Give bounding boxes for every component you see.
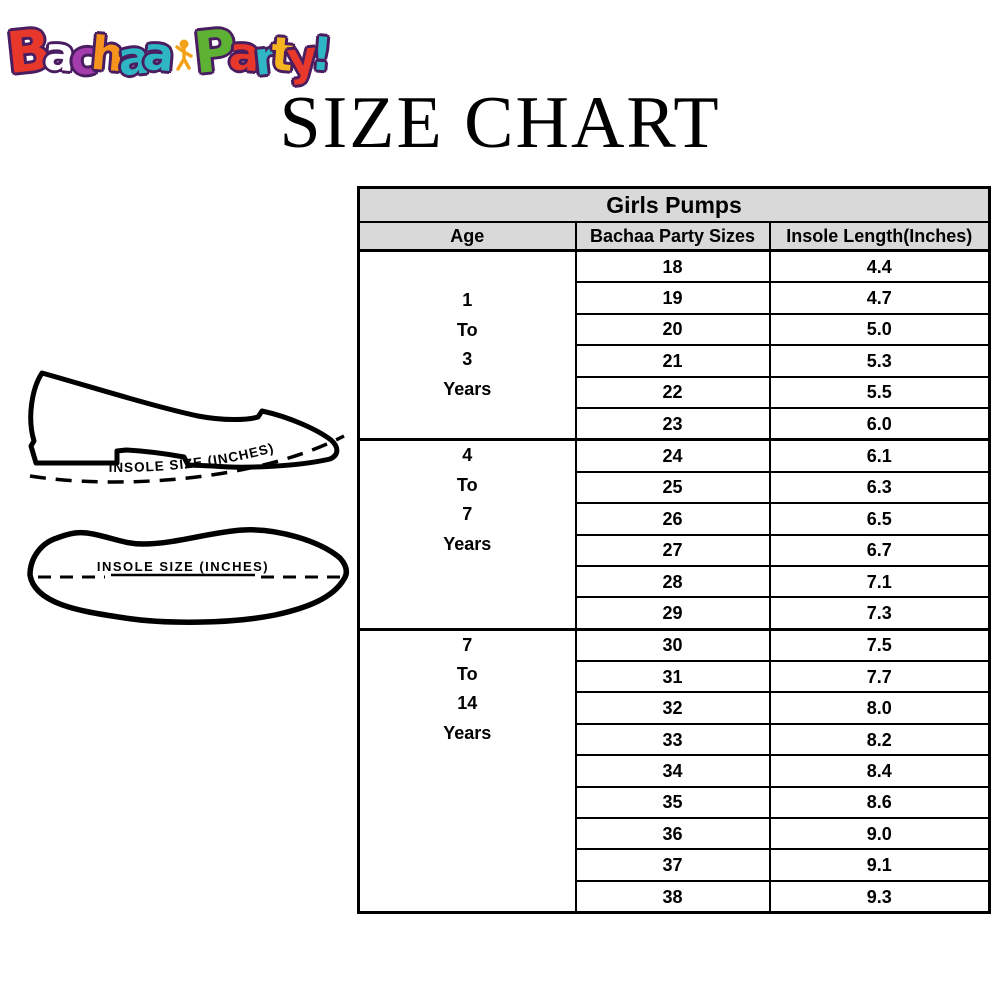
table-row: 21 5.3 <box>359 344 991 378</box>
table-row: 4 To 7 Years 24 6.1 <box>357 438 991 631</box>
table-row: 34 8.4 <box>359 754 991 788</box>
size-cell: 20 <box>574 312 771 347</box>
size-cell: 25 <box>574 470 771 505</box>
insole-length-cell: 5.5 <box>768 375 991 409</box>
table-row: 35 8.6 <box>359 785 991 820</box>
page-title: SIZE CHART <box>279 82 721 164</box>
table-row: 25 6.3 <box>359 470 991 505</box>
insole-length-cell: 6.5 <box>768 502 991 536</box>
sole-top-illustration: INSOLE SIZE (INCHES) <box>27 527 350 625</box>
size-cell: 23 <box>574 406 771 441</box>
table-row: 32 8.0 <box>359 691 991 725</box>
table-row: 29 7.3 <box>359 596 991 631</box>
table-row: 31 7.7 <box>359 660 991 694</box>
table-row: 28 7.1 <box>359 564 991 599</box>
insole-length-cell: 7.1 <box>768 564 991 599</box>
insole-length-cell: 4.4 <box>768 249 991 284</box>
dancing-kid-icon <box>174 39 193 71</box>
insole-length-cell: 9.1 <box>768 848 991 882</box>
size-cell: 26 <box>574 502 771 536</box>
table-row: 33 8.2 <box>359 722 991 757</box>
insole-length-cell: 8.2 <box>768 722 991 757</box>
size-cell: 38 <box>574 879 771 914</box>
size-cell: 30 <box>574 627 771 663</box>
insole-length-cell: 6.7 <box>768 533 991 567</box>
insole-length-cell: 7.7 <box>768 660 991 694</box>
table-row: 7 To 14 Years 30 7.5 <box>357 627 991 914</box>
size-cell: 31 <box>574 660 771 694</box>
insole-length-cell: 9.0 <box>768 817 991 851</box>
pump-shoe-outline <box>28 370 340 470</box>
size-cell: 22 <box>574 375 771 409</box>
table-row: 23 6.0 <box>359 406 991 441</box>
size-cell: 27 <box>574 533 771 567</box>
table-row: 22 5.5 <box>359 375 991 409</box>
size-cell: 18 <box>574 249 771 284</box>
insole-length-cell: 6.1 <box>768 438 991 473</box>
table-row: 20 5.0 <box>359 312 991 347</box>
size-chart-table: Girls Pumps Age Bachaa Party Sizes Insol… <box>357 186 992 915</box>
table-title: Girls Pumps <box>357 186 991 223</box>
size-cell: 33 <box>574 722 771 757</box>
size-cell: 21 <box>574 344 771 378</box>
insole-length-cell: 7.5 <box>768 627 991 663</box>
logo-letter: ! <box>309 26 335 82</box>
insole-length-cell: 9.3 <box>768 879 991 914</box>
size-cell: 32 <box>574 691 771 725</box>
table-row: 1 To 3 Years 18 4.4 <box>357 248 991 441</box>
pump-shoe-side-illustration: INSOLE SIZE (INCHES) <box>28 370 345 484</box>
size-cell: 24 <box>574 438 771 473</box>
size-cell: 36 <box>574 817 771 851</box>
logo-letter: a <box>140 25 177 83</box>
insole-size-label-sole: INSOLE SIZE (INCHES) <box>97 559 269 574</box>
table-row: 19 4.7 <box>359 281 991 315</box>
insole-length-cell: 5.3 <box>768 344 991 378</box>
column-header-insole: Insole Length(Inches) <box>768 221 991 252</box>
size-cell: 28 <box>574 564 771 599</box>
insole-length-cell: 4.7 <box>768 281 991 315</box>
age-group-cell: 7 To 14 Years <box>357 627 577 914</box>
insole-length-cell: 5.0 <box>768 312 991 347</box>
column-header-age: Age <box>357 221 577 252</box>
table-row: 37 9.1 <box>359 848 991 882</box>
insole-measure-dashed-line <box>29 434 345 484</box>
insole-length-cell: 8.4 <box>768 754 991 788</box>
insole-length-cell: 7.3 <box>768 596 991 631</box>
size-cell: 37 <box>574 848 771 882</box>
age-group-cell: 1 To 3 Years <box>357 248 577 441</box>
column-header-sizes: Bachaa Party Sizes <box>574 221 771 252</box>
insole-length-cell: 8.0 <box>768 691 991 725</box>
size-cell: 29 <box>574 596 771 631</box>
size-cell: 19 <box>574 281 771 315</box>
age-group-cell: 4 To 7 Years <box>357 438 577 631</box>
table-row: 38 9.3 <box>359 879 991 914</box>
insole-length-cell: 8.6 <box>768 785 991 820</box>
table-row: 36 9.0 <box>359 817 991 851</box>
insole-length-cell: 6.0 <box>768 406 991 441</box>
table-row: 27 6.7 <box>359 533 991 567</box>
insole-length-cell: 6.3 <box>768 470 991 505</box>
size-cell: 34 <box>574 754 771 788</box>
table-row: 26 6.5 <box>359 502 991 536</box>
size-cell: 35 <box>574 785 771 820</box>
